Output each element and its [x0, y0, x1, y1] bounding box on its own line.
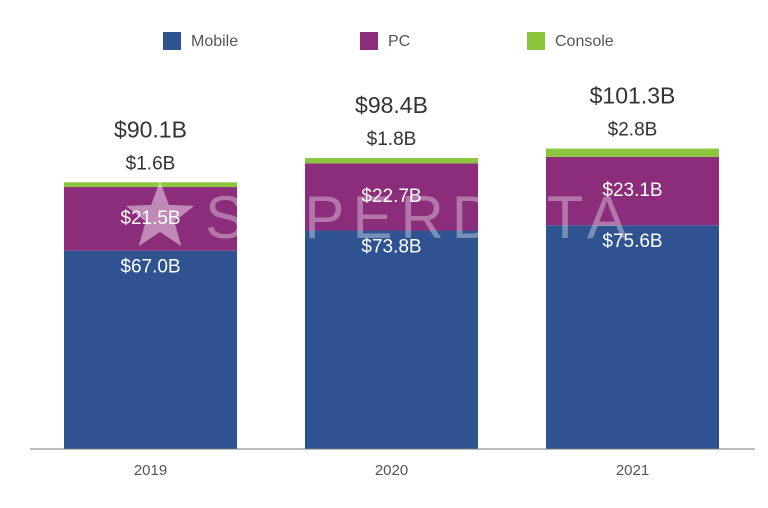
total-label: $98.4B: [355, 92, 428, 118]
data-label: $21.5B: [120, 208, 180, 229]
data-label: $22.7B: [361, 186, 421, 207]
x-tick-label: 2020: [375, 462, 408, 479]
bar-segment: [546, 156, 719, 226]
data-label: $75.6B: [602, 231, 662, 252]
bar-segment: [546, 225, 719, 449]
legend-swatch: [360, 32, 378, 50]
x-tick-label: 2021: [616, 462, 649, 479]
data-label: $23.1B: [602, 180, 662, 201]
data-label: $73.8B: [361, 237, 421, 258]
bar-segment: [64, 250, 237, 449]
watermark: SUPERDATA: [205, 184, 635, 251]
bar-segment: [64, 182, 237, 188]
total-label: $90.1B: [114, 116, 187, 142]
bar-segment: [546, 148, 719, 157]
legend-swatch: [527, 32, 545, 50]
total-label: $101.3B: [590, 83, 676, 109]
data-label: $2.8B: [608, 120, 658, 141]
x-tick-label: 2019: [134, 462, 167, 479]
bar-segment: [305, 230, 478, 449]
legend-swatch: [163, 32, 181, 50]
bar-segment: [64, 187, 237, 251]
bar-segment: [305, 158, 478, 164]
legend-label: Console: [555, 33, 614, 50]
watermark-star: [125, 181, 195, 247]
bar-segment: [305, 163, 478, 231]
legend-label: PC: [388, 33, 410, 50]
legend-label: Mobile: [191, 33, 238, 50]
data-label: $1.8B: [367, 129, 417, 150]
data-label: $67.0B: [120, 257, 180, 278]
data-label: $1.6B: [126, 153, 176, 174]
